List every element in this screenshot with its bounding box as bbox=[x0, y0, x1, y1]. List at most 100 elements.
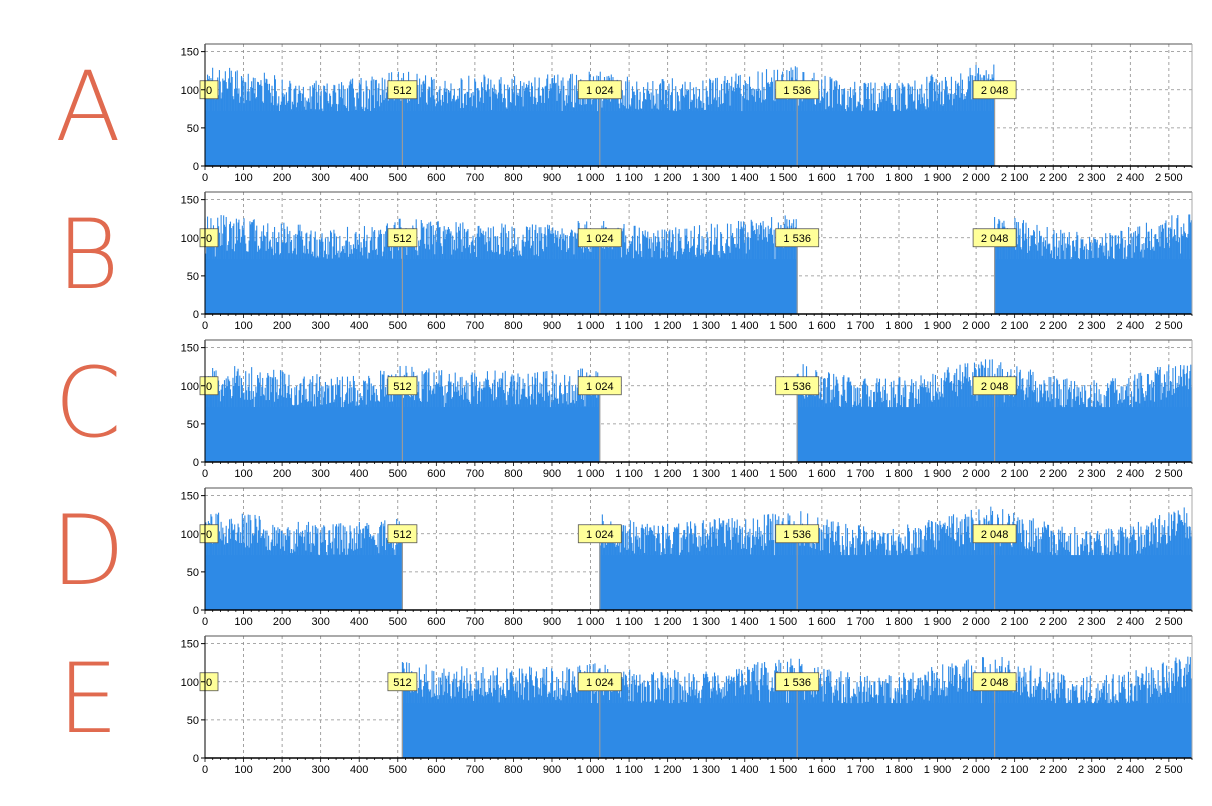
x-tick-label: 200 bbox=[273, 616, 291, 628]
x-tick-label: 500 bbox=[389, 320, 407, 332]
panel-d: D 0 512 1 024 1 536 2 048 0 50 100 150 0 100 200 300 4… bbox=[51, 487, 1193, 628]
x-tick-label: 2 000 bbox=[962, 172, 990, 184]
x-tick-label: 300 bbox=[311, 320, 329, 332]
x-tick-label: 1 400 bbox=[731, 616, 759, 628]
x-tick-label: 700 bbox=[466, 616, 484, 628]
x-tick-label: 2 200 bbox=[1039, 320, 1067, 332]
x-tick-label: 0 bbox=[202, 468, 208, 480]
panel-letter: B bbox=[57, 199, 120, 311]
x-tick-label: 1 000 bbox=[577, 468, 605, 480]
y-tick-label: 100 bbox=[181, 529, 199, 541]
x-tick-label: 2 200 bbox=[1039, 172, 1067, 184]
panel-c: C 0 512 1 024 1 536 2 048 0 50 100 150 0 100 200 300 4… bbox=[54, 339, 1193, 480]
marker-label: 0 bbox=[206, 233, 212, 245]
x-tick-label: 2 100 bbox=[1001, 616, 1029, 628]
marker-box bbox=[577, 524, 622, 544]
y-tick-label: 100 bbox=[181, 85, 199, 97]
x-tick-label: 1 300 bbox=[692, 320, 720, 332]
marker-2048: 2 048 bbox=[972, 228, 1017, 248]
x-tick-label: 100 bbox=[234, 616, 252, 628]
x-tick-label: 700 bbox=[466, 172, 484, 184]
x-tick-label: 2 000 bbox=[962, 320, 990, 332]
x-tick-label: 1 900 bbox=[924, 468, 952, 480]
y-tick-label: 0 bbox=[193, 309, 199, 321]
marker-512: 512 bbox=[387, 376, 418, 396]
marker-label: 1 536 bbox=[783, 85, 811, 97]
marker-label: 512 bbox=[393, 233, 411, 245]
marker-1024: 1 024 bbox=[577, 80, 622, 100]
x-tick-label: 1 500 bbox=[770, 172, 798, 184]
marker-512: 512 bbox=[387, 80, 418, 100]
marker-512: 512 bbox=[387, 228, 418, 248]
y-tick-label: 150 bbox=[181, 47, 199, 59]
x-tick-label: 1 500 bbox=[770, 468, 798, 480]
marker-label: 2 048 bbox=[981, 529, 1009, 541]
x-tick-label: 800 bbox=[504, 320, 522, 332]
marker-label: 0 bbox=[206, 529, 212, 541]
x-tick-label: 1 600 bbox=[808, 172, 836, 184]
x-tick-label: 2 400 bbox=[1117, 172, 1145, 184]
x-tick-label: 900 bbox=[543, 468, 561, 480]
x-tick-label: 200 bbox=[273, 468, 291, 480]
x-tick-label: 300 bbox=[311, 616, 329, 628]
y-tick-label: 50 bbox=[187, 567, 199, 579]
marker-box bbox=[775, 376, 820, 396]
x-tick-label: 400 bbox=[350, 172, 368, 184]
marker-2048: 2 048 bbox=[972, 80, 1017, 100]
x-tick-label: 2 300 bbox=[1078, 172, 1106, 184]
x-tick-label: 800 bbox=[504, 468, 522, 480]
x-tick-label: 600 bbox=[427, 616, 445, 628]
x-tick-label: 300 bbox=[311, 468, 329, 480]
x-tick-label: 0 bbox=[202, 172, 208, 184]
data-segment bbox=[204, 512, 403, 610]
marker-box bbox=[972, 376, 1017, 396]
data-segment bbox=[994, 214, 1192, 314]
marker-box bbox=[387, 80, 418, 100]
marker-1024: 1 024 bbox=[577, 228, 622, 248]
marker-label: 1 024 bbox=[586, 233, 614, 245]
y-tick-label: 50 bbox=[187, 123, 199, 135]
x-tick-label: 2 100 bbox=[1001, 468, 1029, 480]
marker-1024: 1 024 bbox=[577, 524, 622, 544]
marker-512: 512 bbox=[387, 524, 418, 544]
marker-label: 512 bbox=[393, 529, 411, 541]
x-tick-label: 500 bbox=[389, 616, 407, 628]
x-tick-label: 1 300 bbox=[692, 468, 720, 480]
x-tick-label: 100 bbox=[234, 320, 252, 332]
x-tick-label: 200 bbox=[273, 320, 291, 332]
x-tick-label: 500 bbox=[389, 172, 407, 184]
marker-1536: 1 536 bbox=[775, 80, 820, 100]
y-tick-label: 150 bbox=[181, 195, 199, 207]
marker-box bbox=[775, 524, 820, 544]
x-tick-label: 1 400 bbox=[731, 172, 759, 184]
marker-label: 1 024 bbox=[586, 529, 614, 541]
x-tick-label: 900 bbox=[543, 320, 561, 332]
x-tick-label: 1 000 bbox=[577, 616, 605, 628]
y-tick-label: 0 bbox=[193, 605, 199, 617]
x-tick-label: 500 bbox=[389, 468, 407, 480]
x-tick-label: 1 700 bbox=[847, 172, 875, 184]
x-tick-label: 700 bbox=[466, 468, 484, 480]
x-tick-label: 1 200 bbox=[654, 616, 682, 628]
marker-label: 1 536 bbox=[783, 381, 811, 393]
marker-1536: 1 536 bbox=[775, 228, 820, 248]
x-tick-label: 1 400 bbox=[731, 320, 759, 332]
x-tick-label: 1 600 bbox=[808, 616, 836, 628]
x-tick-label: 1 300 bbox=[692, 172, 720, 184]
x-tick-label: 300 bbox=[311, 172, 329, 184]
x-tick-label: 1 800 bbox=[885, 172, 913, 184]
marker-2048: 2 048 bbox=[972, 524, 1017, 544]
x-tick-label: 900 bbox=[543, 172, 561, 184]
x-tick-label: 1 600 bbox=[808, 320, 836, 332]
y-tick-label: 50 bbox=[187, 271, 199, 283]
x-tick-label: 2 000 bbox=[962, 468, 990, 480]
x-tick-label: 400 bbox=[350, 468, 368, 480]
x-tick-label: 1 100 bbox=[615, 320, 643, 332]
x-tick-label: 1 800 bbox=[885, 468, 913, 480]
marker-box bbox=[972, 524, 1017, 544]
x-tick-label: 1 000 bbox=[577, 320, 605, 332]
marker-label: 512 bbox=[393, 381, 411, 393]
marker-label: 0 bbox=[206, 85, 212, 97]
panel-letter: A bbox=[55, 51, 121, 163]
